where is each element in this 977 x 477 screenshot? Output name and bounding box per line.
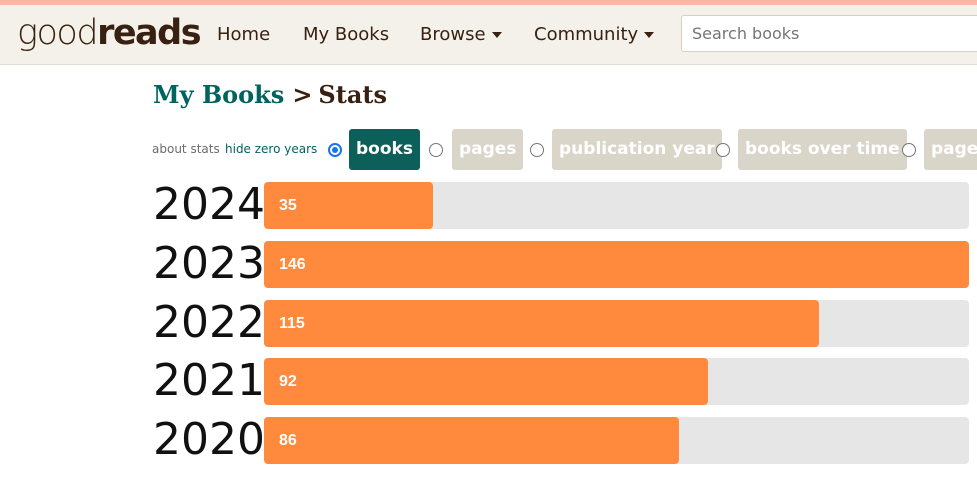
nav-home-label: Home: [217, 24, 271, 45]
nav-browse[interactable]: Browse: [420, 24, 502, 46]
radio-books-over-time[interactable]: [716, 143, 730, 157]
year-label: 2020: [153, 414, 265, 465]
nav-browse-label: Browse: [420, 24, 486, 45]
logo-light-text: good: [17, 13, 99, 53]
bar-track: 92: [264, 358, 969, 405]
page-title: Stats: [318, 80, 387, 109]
nav-community[interactable]: Community: [534, 24, 655, 46]
tab-publication-year[interactable]: publication year: [552, 129, 722, 170]
breadcrumb-my-books-link[interactable]: My Books: [153, 80, 285, 109]
nav-home[interactable]: Home: [217, 24, 270, 46]
chevron-down-icon: [491, 32, 502, 38]
chevron-down-icon: [644, 32, 655, 38]
bar-2024[interactable]: 35: [264, 182, 433, 229]
site-header: goodreads Home My Books Browse Community: [0, 5, 977, 65]
bar-2020[interactable]: 86: [264, 417, 679, 464]
bar-track: 35: [264, 182, 969, 229]
breadcrumb-separator: >: [292, 80, 313, 109]
radio-pages[interactable]: [429, 143, 443, 157]
radio-books[interactable]: [328, 143, 342, 157]
top-accent-stripe: [0, 0, 977, 5]
logo-bold-text: reads: [97, 13, 202, 53]
bar-2023[interactable]: 146: [264, 241, 969, 288]
nav-my-books-label: My Books: [303, 24, 390, 45]
year-label: 2023: [153, 238, 265, 289]
hide-zero-years-link[interactable]: hide zero years: [225, 142, 318, 156]
bar-2021[interactable]: 92: [264, 358, 708, 405]
goodreads-logo[interactable]: goodreads: [17, 11, 202, 55]
nav-my-books[interactable]: My Books: [303, 24, 389, 46]
bar-value-label: 146: [279, 256, 306, 273]
tab-pages-over-time[interactable]: pages: [924, 129, 977, 170]
year-label: 2021: [153, 355, 265, 406]
tab-pages[interactable]: pages: [452, 129, 524, 170]
tab-books-over-time[interactable]: books over time: [738, 129, 907, 170]
bar-track: 146: [264, 241, 969, 288]
bar-track: 86: [264, 417, 969, 464]
nav-community-label: Community: [534, 24, 639, 45]
year-label: 2024: [153, 179, 265, 230]
bar-value-label: 35: [279, 197, 297, 214]
radio-pages-over-time[interactable]: [902, 143, 916, 157]
tab-books[interactable]: books: [349, 129, 420, 170]
breadcrumb: My Books > Stats: [153, 80, 387, 110]
bar-value-label: 92: [279, 373, 297, 390]
bar-2022[interactable]: 115: [264, 300, 819, 347]
about-stats-link[interactable]: about stats: [152, 142, 220, 156]
bar-track: 115: [264, 300, 969, 347]
year-label: 2022: [153, 297, 265, 348]
radio-publication-year[interactable]: [530, 143, 544, 157]
bar-value-label: 86: [279, 432, 297, 449]
bar-value-label: 115: [279, 315, 305, 332]
search-input[interactable]: [681, 15, 977, 52]
